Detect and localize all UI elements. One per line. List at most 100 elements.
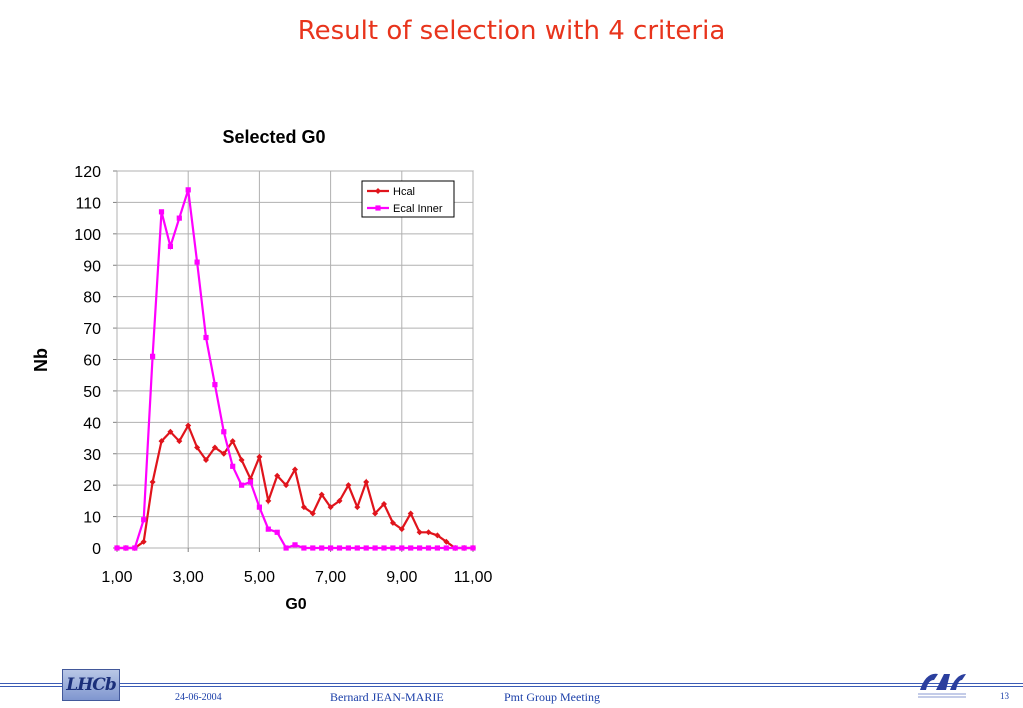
y-tick-label: 50 <box>83 384 101 401</box>
data-point <box>292 542 298 548</box>
data-point <box>443 538 450 545</box>
data-point <box>220 450 227 457</box>
data-point <box>274 472 281 479</box>
data-point <box>274 529 280 535</box>
data-point <box>167 243 173 249</box>
data-point <box>363 545 369 551</box>
data-point <box>461 545 467 551</box>
data-point <box>149 479 156 486</box>
data-point <box>114 545 120 551</box>
y-tick-label: 40 <box>83 415 101 432</box>
data-point <box>310 545 316 551</box>
data-point <box>283 482 290 489</box>
data-point <box>452 545 458 551</box>
data-point <box>221 429 227 435</box>
y-tick-label: 80 <box>83 290 101 307</box>
data-point <box>203 334 209 341</box>
data-point <box>301 545 307 551</box>
legend-label: Hcal <box>393 186 415 198</box>
data-point <box>309 510 316 517</box>
data-point <box>470 545 476 551</box>
y-tick-label: 0 <box>92 541 101 558</box>
y-tick-label: 30 <box>83 447 101 464</box>
data-point <box>425 529 432 536</box>
data-point <box>372 510 379 517</box>
slide-title: Result of selection with 4 criteria <box>297 16 726 46</box>
data-point <box>372 545 378 551</box>
y-tick-label: 100 <box>74 227 101 244</box>
lal-logo <box>918 673 966 698</box>
data-point <box>256 504 262 510</box>
data-point <box>123 545 129 551</box>
footer-date: 24-06-2004 <box>175 692 222 703</box>
data-point <box>336 545 343 551</box>
data-point <box>354 545 360 551</box>
legend-swatch-marker <box>375 188 381 194</box>
data-point <box>239 482 245 488</box>
data-point <box>265 526 271 532</box>
footer-divider-bottom <box>0 686 1023 687</box>
data-point <box>434 545 440 551</box>
data-point <box>140 538 147 545</box>
data-point <box>150 353 156 359</box>
data-point <box>256 453 263 460</box>
footer-page-number: 13 <box>1000 691 1009 701</box>
x-tick-label: 1,00 <box>101 569 132 586</box>
data-point <box>381 545 387 551</box>
data-point <box>319 545 325 551</box>
x-tick-label: 7,00 <box>315 569 346 586</box>
legend-box <box>361 180 455 218</box>
data-point <box>283 545 289 551</box>
data-point <box>132 545 138 551</box>
y-tick-label: 70 <box>83 321 101 338</box>
data-point <box>417 545 423 551</box>
data-point <box>345 482 352 489</box>
data-point <box>389 519 396 526</box>
data-point <box>399 545 405 551</box>
lhcb-logo: LHCb <box>62 669 120 701</box>
chart-title: Selected G0 <box>222 127 325 147</box>
data-point <box>328 545 334 551</box>
data-point <box>327 504 334 511</box>
data-point <box>363 479 370 486</box>
x-tick-label: 11,00 <box>454 569 493 586</box>
data-point <box>185 422 192 429</box>
data-point <box>194 259 200 265</box>
y-tick-label: 90 <box>83 258 101 275</box>
data-point <box>398 526 405 533</box>
x-axis-label: G0 <box>285 596 306 613</box>
data-point <box>425 545 432 551</box>
data-point <box>336 497 343 504</box>
data-point <box>300 504 307 511</box>
data-point <box>318 491 325 498</box>
data-point <box>185 187 191 193</box>
data-point <box>176 215 182 221</box>
data-point <box>211 444 218 451</box>
x-tick-label: 5,00 <box>244 569 275 586</box>
y-tick-label: 60 <box>83 353 101 370</box>
data-point <box>230 463 236 469</box>
legend-label: Ecal Inner <box>393 203 443 215</box>
data-point <box>176 438 183 445</box>
data-point <box>407 510 414 517</box>
y-tick-label: 20 <box>83 478 101 495</box>
data-point <box>381 501 387 508</box>
x-tick-label: 9,00 <box>386 569 417 586</box>
data-point <box>390 545 396 551</box>
data-point <box>265 497 272 504</box>
data-point <box>212 382 218 388</box>
y-tick-label: 10 <box>83 510 101 527</box>
data-point <box>345 545 351 551</box>
y-tick-label: 120 <box>74 164 101 181</box>
data-point <box>416 529 423 536</box>
data-point <box>443 545 449 551</box>
footer-meeting: Pmt Group Meeting <box>504 690 600 704</box>
data-point <box>158 209 165 215</box>
data-point <box>292 466 298 473</box>
line-chart: 0 10 20 30 40 50 60 70 80 90 100 110 120 1,00 3,00 5,00… <box>31 127 493 613</box>
y-axis-label: Nb <box>31 348 51 372</box>
data-point <box>167 428 174 435</box>
data-point <box>434 532 441 539</box>
data-point <box>141 517 147 523</box>
data-point <box>238 457 245 464</box>
